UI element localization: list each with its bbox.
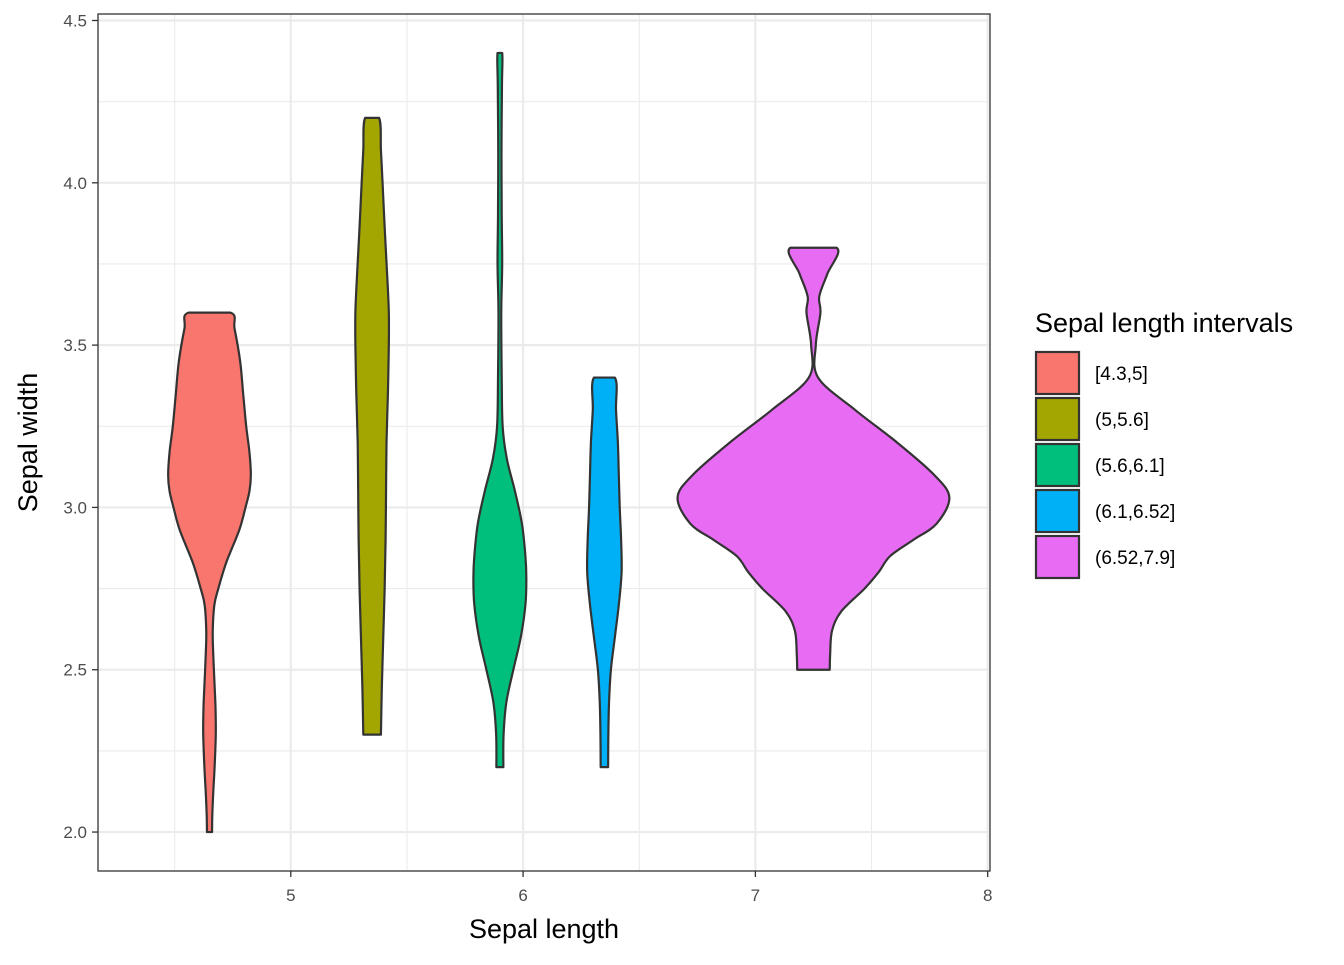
y-tick-label: 2.0: [63, 823, 87, 842]
violin-5: [676, 246, 951, 671]
y-tick-label: 4.5: [63, 11, 87, 30]
x-tick-label: 6: [518, 886, 527, 905]
violin-4: [585, 376, 623, 769]
plot-panel-border: [97, 13, 991, 872]
legend-label-3: (5.6,6.1]: [1095, 456, 1165, 477]
legend-label-1: [4.3,5]: [1095, 364, 1148, 385]
x-axis-title: Sepal length: [469, 914, 619, 944]
violin-2: [354, 116, 391, 736]
legend-title: Sepal length intervals: [1035, 308, 1293, 338]
legend-label-5: (6.52,7.9]: [1095, 548, 1175, 569]
x-tick-label: 5: [286, 886, 295, 905]
y-axis-title: Sepal width: [13, 373, 43, 513]
x-tick-label: 7: [751, 886, 760, 905]
legend-key-4: [1034, 488, 1081, 534]
legend-key-3: [1034, 442, 1081, 488]
y-tick-label: 3.0: [63, 498, 87, 517]
y-tick-label: 3.5: [63, 336, 87, 355]
x-tick-label: 8: [983, 886, 992, 905]
legend-label-2: (5,5.6]: [1095, 410, 1149, 431]
y-tick-label: 2.5: [63, 661, 87, 680]
violins: [167, 51, 951, 834]
legend: Sepal length intervals [4.3,5] (5,5.6] (5.…: [1034, 308, 1293, 580]
legend-label-4: (6.1,6.52]: [1095, 502, 1175, 523]
violin-3: [472, 51, 528, 769]
legend-key-1: [1034, 350, 1081, 396]
legend-key-5: [1034, 534, 1081, 580]
axes: 5 6 7 8 2.0 2.5 3.0 3.5 4.0 4.5: [63, 11, 992, 905]
violin-1: [167, 311, 252, 834]
y-tick-label: 4.0: [63, 174, 87, 193]
legend-key-2: [1034, 396, 1081, 442]
